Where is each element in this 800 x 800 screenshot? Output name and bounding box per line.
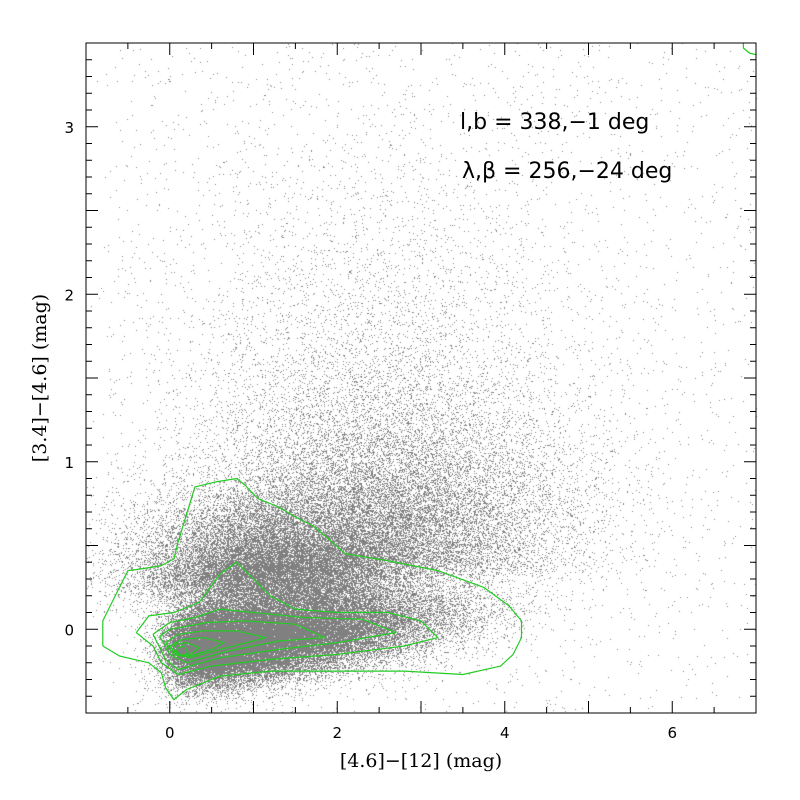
annotation-galactic: l,b = 338,−1 deg [460, 110, 649, 135]
contour-level-1-0 [102, 477, 523, 701]
y-tick-label: 3 [64, 119, 74, 137]
ticks [85, 42, 757, 714]
contour-level-8-7 [175, 645, 189, 657]
x-tick-label: 2 [332, 724, 342, 742]
contour-layer [102, 43, 757, 701]
x-tick-label: 0 [165, 724, 175, 742]
annotation-ecliptic: λ,β = 256,−24 deg [462, 159, 672, 184]
y-axis-title: [3.4]−[4.6] (mag) [29, 294, 51, 462]
contour-level-3-2 [152, 608, 397, 671]
tick-labels: 0 2 4 6 0 1 2 3 [64, 119, 677, 742]
x-axis-title: [4.6]−[12] (mag) [340, 750, 502, 772]
x-tick-label: 4 [500, 724, 510, 742]
contour-level-2-1 [135, 561, 439, 676]
y-tick-label: 0 [64, 621, 74, 639]
contour-level-7-6 [172, 642, 200, 657]
contour-level-4-3 [159, 620, 326, 664]
y-tick-label: 1 [64, 454, 74, 472]
x-tick-label: 6 [667, 724, 677, 742]
contour-level-1-8 [742, 43, 757, 56]
y-tick-label: 2 [64, 286, 74, 304]
